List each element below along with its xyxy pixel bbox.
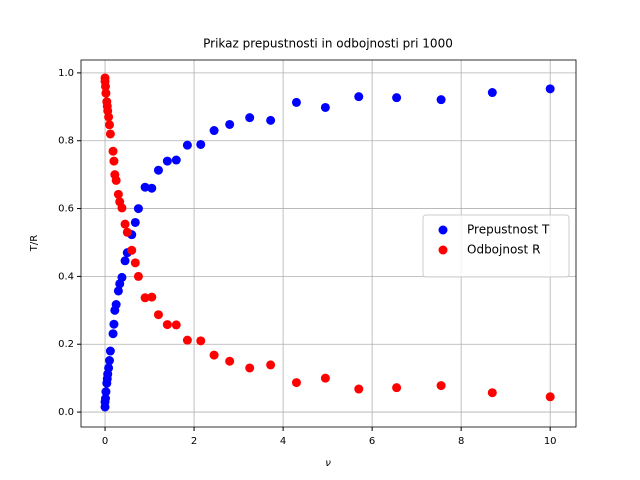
scatter-point [182, 140, 192, 150]
x-tick-label: 10 [544, 436, 557, 447]
scatter-point [133, 271, 143, 281]
legend-marker [438, 225, 448, 235]
scatter-point [392, 93, 402, 103]
y-tick-label: 0.2 [58, 339, 74, 350]
x-tick-label: 0 [102, 436, 108, 447]
scatter-point [487, 388, 497, 398]
scatter-point [182, 335, 192, 345]
scatter-point [105, 129, 115, 139]
grid [81, 60, 576, 427]
scatter-point [109, 319, 119, 329]
x-tick-label: 6 [369, 436, 375, 447]
legend-box [422, 214, 570, 278]
y-axis-label: T/R [29, 235, 40, 252]
y-tick-label: 1.0 [58, 68, 74, 79]
scatter-point [162, 320, 172, 330]
scatter-point [130, 258, 140, 268]
y-tick-label: 0.8 [58, 136, 74, 147]
scatter-point [171, 155, 181, 165]
scatter-point [104, 356, 114, 366]
scatter-point [127, 245, 137, 255]
scatter-point [130, 217, 140, 227]
scatter-point [104, 363, 114, 373]
scatter-point [133, 204, 143, 214]
scatter-point [196, 336, 206, 346]
scatter-point [105, 346, 115, 356]
scatter-point [354, 92, 364, 102]
scatter-point [320, 373, 330, 383]
legend-label: Odbojnost R [467, 243, 540, 257]
legend-label: Prepustnost T [467, 223, 550, 237]
scatter-point [245, 363, 255, 373]
scatter-point [171, 320, 181, 330]
scatter-point [100, 394, 110, 404]
scatter-point [140, 182, 150, 192]
scatter-point [291, 97, 301, 107]
scatter-point [225, 119, 235, 129]
scatter-point [436, 381, 446, 391]
plot-frame [80, 59, 577, 428]
scatter-point [147, 183, 157, 193]
x-axis-label: ν [325, 458, 331, 469]
scatter-point [266, 360, 276, 370]
scatter-point [153, 310, 163, 320]
chart-title: Prikaz prepustnosti in odbojnosti pri 10… [203, 37, 453, 51]
legend-marker [438, 245, 448, 255]
scatter-point [153, 165, 163, 175]
scatter-point [320, 102, 330, 112]
scatter-point [225, 356, 235, 366]
scatter-point [104, 112, 114, 122]
scatter-point [108, 329, 118, 339]
scatter-point [101, 387, 111, 397]
scatter-point [120, 219, 130, 229]
scatter-point [120, 256, 130, 266]
scatter-point [147, 292, 157, 302]
x-tick-label: 4 [280, 436, 286, 447]
y-tick-label: 0.6 [58, 204, 74, 215]
scatter-point [266, 115, 276, 125]
legend: Prepustnost T Odbojnost R [422, 214, 570, 278]
scatter-point [209, 350, 219, 360]
scatter-point [162, 156, 172, 166]
scatter-point [111, 300, 121, 310]
scatter-point [392, 383, 402, 393]
scatter-point [487, 88, 497, 98]
x-tick-label: 2 [191, 436, 197, 447]
scatter-point [108, 146, 118, 156]
scatter-point [209, 126, 219, 136]
scatter-point [117, 272, 127, 282]
scatter-point [545, 84, 555, 94]
scatter-point [111, 175, 121, 185]
scatter-point [109, 156, 119, 166]
scatter-point [291, 378, 301, 388]
scatter-point [117, 203, 127, 213]
scatter-point [545, 392, 555, 402]
y-tick-label: 0.0 [58, 407, 74, 418]
scatter-point [196, 139, 206, 149]
scatter-point [113, 189, 123, 199]
x-tick-label: 8 [458, 436, 464, 447]
scatter-point [245, 113, 255, 123]
scatter-point [140, 293, 150, 303]
scatter-point [354, 384, 364, 394]
scatter-point [113, 286, 123, 296]
scatter-point [101, 88, 111, 98]
scatter-point [100, 81, 110, 91]
scatter-point [436, 95, 446, 105]
y-tick-label: 0.4 [58, 271, 74, 282]
marks [100, 73, 555, 412]
scatter-point [122, 227, 132, 237]
scatter-point [104, 120, 114, 130]
